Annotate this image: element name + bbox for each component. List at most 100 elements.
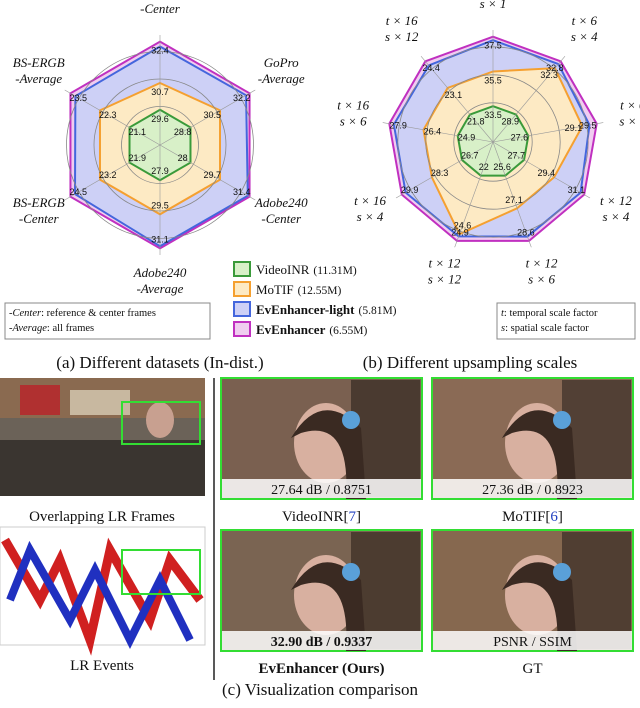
axis-label: GoPro <box>264 55 299 70</box>
radar-spoke <box>492 141 591 199</box>
label-part: ] <box>558 509 563 525</box>
value-label: 27.9 <box>151 166 169 176</box>
axis-label: s × 4 <box>357 209 384 224</box>
value-label: 23.5 <box>69 93 87 103</box>
note-part: -Average <box>9 323 47 334</box>
value-label: 29.4 <box>538 168 556 178</box>
label-part: 6 <box>550 509 558 525</box>
note-box <box>496 302 636 340</box>
hair-clip <box>342 411 360 429</box>
radar-charts: GoPro-CenterGoPro-AverageAdobe240-Center… <box>4 0 640 340</box>
value-label: 24.9 <box>451 227 469 237</box>
panel-label: EvEnhancer (Ours) <box>259 661 385 677</box>
value-label: 27.7 <box>507 150 525 160</box>
legend-params: (6.55M) <box>329 325 367 337</box>
axis-label: t × 12 <box>428 255 460 270</box>
lr-events-image <box>0 526 206 656</box>
value-label: 21.1 <box>129 127 147 137</box>
axis-label: -Average <box>15 71 62 86</box>
legend-name: EvEnhancer-light <box>256 302 355 317</box>
value-label: 32.4 <box>151 46 169 56</box>
note-part: : spatial scale factor <box>505 323 589 334</box>
radar-spoke <box>159 144 256 201</box>
value-label: 32.8 <box>546 63 564 73</box>
legend-swatch <box>233 281 251 297</box>
value-label: 29.6 <box>151 114 169 124</box>
value-label: 22.3 <box>99 110 117 120</box>
value-label: 21.9 <box>129 153 147 163</box>
legend-entry: EvEnhancer-light (5.81M) <box>256 302 397 317</box>
value-label: 29.5 <box>151 200 169 210</box>
axis-label: Adobe240 <box>133 265 187 280</box>
image-label: Overlapping LR Frames <box>29 509 175 525</box>
axis-label: s × 12 <box>385 29 419 44</box>
value-label: 22 <box>479 162 489 172</box>
axis-label: t × 12 <box>526 255 558 270</box>
axis-label: s × 4 <box>603 209 630 224</box>
radar-spoke <box>492 122 604 143</box>
axis-label: t × 16 <box>386 13 418 28</box>
panel-label: GT <box>523 661 543 677</box>
axis-label: -Center <box>140 1 181 16</box>
metric-bar <box>433 479 632 498</box>
value-label: 35.5 <box>484 75 502 85</box>
axis-label: -Average <box>137 281 184 296</box>
legend-swatch <box>233 301 251 317</box>
hair <box>291 410 366 499</box>
value-label: 23.1 <box>445 90 463 100</box>
panel-label: VideoINR[7] <box>282 509 361 525</box>
value-label: 27.6 <box>511 132 529 142</box>
note: t: temporal scale factor <box>501 308 598 319</box>
axis-label: Adobe240 <box>254 195 308 210</box>
axis-label: -Center <box>19 211 60 226</box>
comparison-panel: PSNR / SSIM GT <box>431 529 634 677</box>
radar-spoke <box>420 56 494 143</box>
hair-clip <box>342 563 360 581</box>
axis-label: BS-ERGB <box>13 55 65 70</box>
axis-label: t × 16 <box>337 97 369 112</box>
hair <box>502 562 577 651</box>
note-part: : reference & center frames <box>41 308 156 319</box>
caption-a: (a) Different datasets (In-dist.) <box>56 353 263 372</box>
radar-spoke <box>64 144 161 201</box>
axis-label: t × 6 <box>620 97 640 112</box>
radar: GoPro-CenterGoPro-AverageAdobe240-Center… <box>4 1 308 340</box>
legend: VideoINR (11.31M) MoTIF (12.55M) EvEnhancer-… <box>233 261 397 337</box>
image-label: LR Events <box>70 658 134 674</box>
value-label: 21.8 <box>467 116 485 126</box>
value-label: 28.6 <box>517 227 535 237</box>
value-label: 30.5 <box>203 110 221 120</box>
hair-clip <box>553 411 571 429</box>
metric: 32.90 dB / 0.9337 <box>271 635 373 650</box>
axis-label: -Average <box>258 71 305 86</box>
value-label: 32.3 <box>540 70 558 80</box>
panel-label: MoTIF[6] <box>502 509 563 525</box>
value-label: 24.6 <box>454 221 472 231</box>
note-part: : temporal scale factor <box>504 308 598 319</box>
label-part: EvEnhancer (Ours) <box>259 661 385 677</box>
radar-spoke <box>492 141 532 248</box>
value-label: 24.4 <box>422 63 440 73</box>
legend-entry: VideoINR (11.31M) <box>256 262 357 277</box>
comparison-panel: 27.64 dB / 0.8751 VideoINR[7] <box>220 377 423 525</box>
lr-frames-image <box>0 378 205 496</box>
comparison-panel: 27.36 dB / 0.8923 MoTIF[6] <box>431 377 634 525</box>
axis-label: t × 12 <box>600 193 632 208</box>
metric-bar <box>222 479 421 498</box>
legend-swatch <box>233 321 251 337</box>
radar-spoke <box>492 56 566 143</box>
legend-params: (12.55M) <box>298 285 342 297</box>
legend-params: (5.81M) <box>358 305 396 317</box>
value-label: 29.1 <box>565 123 583 133</box>
radar-spoke <box>159 89 256 146</box>
value-label: 26.7 <box>461 150 479 160</box>
value-label: 24.9 <box>458 132 476 142</box>
hair-clip <box>553 563 571 581</box>
value-label: 32.2 <box>233 93 251 103</box>
metric: PSNR / SSIM <box>493 635 572 650</box>
note-part: -Center <box>9 308 42 319</box>
value-label: 23.2 <box>99 170 117 180</box>
value-label: 25.6 <box>493 162 511 172</box>
